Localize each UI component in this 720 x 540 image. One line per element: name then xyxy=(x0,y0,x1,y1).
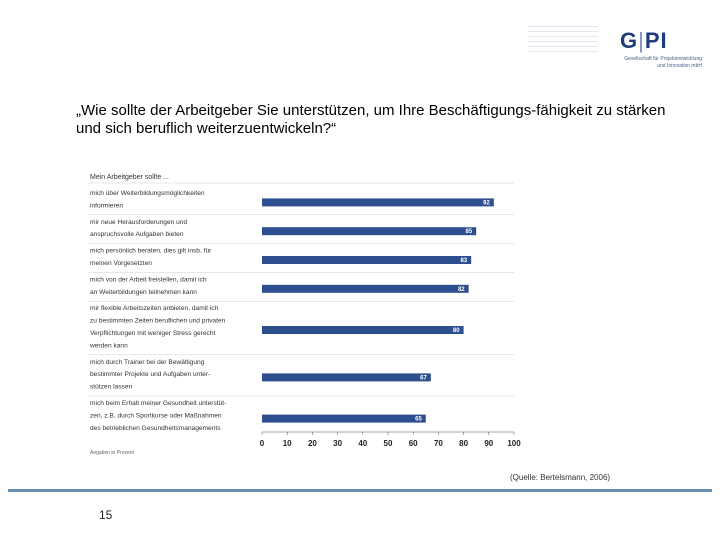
category-label: Verpflichtungen mit weniger Stress gerec… xyxy=(90,330,216,337)
category-label: zen, z.B. durch Sportkurse oder Maßnahme… xyxy=(90,412,222,419)
category-label: bestimmter Projekte und Aufgaben unter- xyxy=(90,371,210,378)
bar-value-label: 83 xyxy=(460,258,467,264)
bar-value-label: 82 xyxy=(458,287,465,293)
x-tick-label: 80 xyxy=(459,439,468,448)
category-label: des betrieblichen Gesundheitsmanagements xyxy=(90,425,221,432)
bar xyxy=(262,284,469,293)
logo-separator: | xyxy=(638,28,645,53)
logo-decorative-lines xyxy=(528,26,598,56)
bar-value-label: 80 xyxy=(453,328,460,334)
category-label: mich beim Erhalt meiner Gesundheit unter… xyxy=(90,400,226,407)
x-tick-label: 50 xyxy=(384,439,393,448)
category-label: stützen lassen xyxy=(90,384,132,391)
category-label: mir flexible Arbeitszeiten anbieten, dam… xyxy=(90,305,219,312)
logo-right: PI xyxy=(644,28,668,53)
category-label: anspruchsvolle Aufgaben bieten xyxy=(90,231,184,238)
category-label: an Weiterbildungen teilnehmen kann xyxy=(90,289,197,296)
x-tick-label: 10 xyxy=(283,439,292,448)
bar xyxy=(262,373,431,382)
category-label: mich durch Trainer bei der Bewältigung xyxy=(90,359,205,366)
x-tick-label: 0 xyxy=(260,439,265,448)
bar xyxy=(262,256,472,264)
bar-chart-svg: Mein Arbeitgeber sollte ... mich über Wei… xyxy=(88,174,521,456)
bar-value-label: 67 xyxy=(420,375,427,381)
source-note: (Quelle: Bertelsmann, 2006) xyxy=(510,473,611,482)
gpi-logo: G|PI Gesellschaft für Projektentwicklung… xyxy=(520,22,710,74)
category-label: mich persönlich beraten, dies gilt insb.… xyxy=(90,248,212,255)
logo-subtitle: Gesellschaft für Projektentwicklung und … xyxy=(624,56,702,70)
slide-heading: „Wie sollte der Arbeitgeber Sie unterstü… xyxy=(76,102,666,137)
page-number: 15 xyxy=(99,508,113,522)
category-label: mich über Weiterbildungsmöglichkeiten xyxy=(90,190,205,197)
x-tick-label: 60 xyxy=(409,439,418,448)
logo-subtitle-line1: Gesellschaft für Projektentwicklung xyxy=(624,56,702,62)
bar-value-label: 92 xyxy=(483,200,490,206)
bar xyxy=(262,326,464,334)
logo-mark: G|PI xyxy=(620,28,668,54)
category-label: zu bestimmten Zeiten beruflichen und pri… xyxy=(90,318,226,325)
bar xyxy=(262,414,426,423)
category-label: werden kann xyxy=(89,342,128,349)
x-tick-label: 70 xyxy=(434,439,443,448)
bar-value-label: 65 xyxy=(415,417,422,423)
logo-subtitle-line2: und Innovation mbH xyxy=(657,63,702,69)
bar xyxy=(262,198,494,207)
bar xyxy=(262,227,477,236)
category-label: meinen Vorgesetzten xyxy=(90,260,152,267)
x-tick-label: 20 xyxy=(308,439,317,448)
category-label: mich von der Arbeit freistellen, damit i… xyxy=(90,276,207,283)
category-label: mir neue Herausforderungen und xyxy=(90,219,187,226)
x-tick-label: 30 xyxy=(333,439,342,448)
logo-left: G xyxy=(620,28,639,53)
category-label: informieren xyxy=(90,202,123,209)
x-tick-label: 90 xyxy=(484,439,493,448)
bar-value-label: 85 xyxy=(466,229,473,235)
x-tick-label: 40 xyxy=(358,439,367,448)
x-tick-label: 100 xyxy=(507,439,521,448)
chart-title: Mein Arbeitgeber sollte ... xyxy=(90,174,169,181)
footer-divider xyxy=(8,489,712,492)
chart-note: Angaben in Prozent xyxy=(90,450,135,456)
bar-chart: Mein Arbeitgeber sollte ... mich über Wei… xyxy=(88,168,526,460)
